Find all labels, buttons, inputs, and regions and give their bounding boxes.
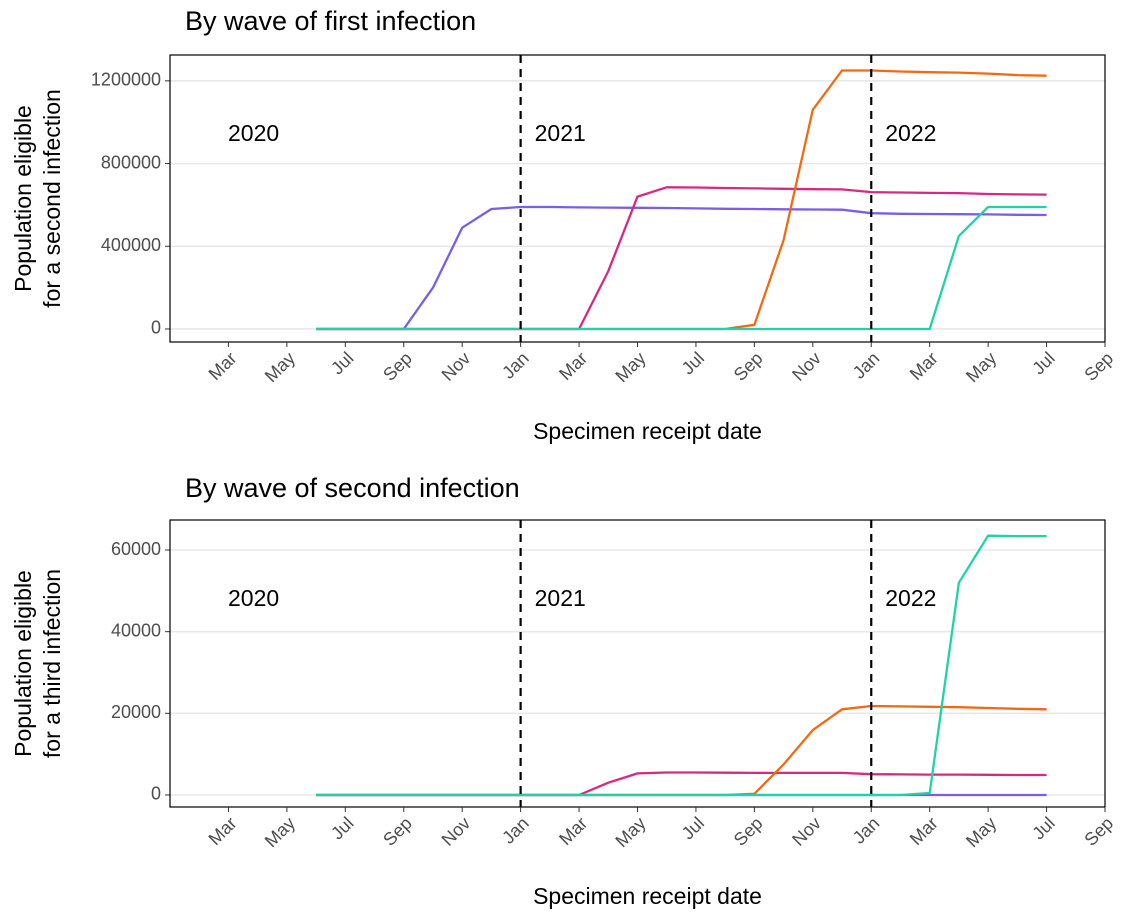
x-tick-label: Jul [678,348,708,378]
x-tick-label: Nov [788,348,825,385]
x-tick-label: May [611,348,649,386]
x-tick-label: Sep [1080,813,1117,850]
x-tick-label: Nov [788,813,825,850]
x-tick-label: Mar [205,813,241,849]
x-tick-label: Jul [1028,813,1058,843]
y-tick-label: 800000 [101,152,161,172]
x-tick-label: May [261,813,299,851]
x-tick-label: Mar [906,813,942,849]
year-annotation: 2022 [885,120,936,146]
series-line [316,205,1047,331]
year-annotation: 2022 [885,585,936,611]
x-tick-label: Mar [555,813,591,849]
x-tick-label: Sep [379,813,416,850]
series-line [316,69,1047,331]
x-tick-label: Jan [498,348,533,383]
x-axis-label: Specimen receipt date [533,418,762,444]
year-annotation: 2020 [228,120,279,146]
x-tick-label: Sep [730,348,767,385]
x-axis-label: Specimen receipt date [533,883,762,909]
y-axis-label: Population eligible [10,105,36,292]
x-tick-label: Mar [555,348,591,384]
series-line [316,205,1047,331]
x-tick-label: Jul [1028,348,1058,378]
x-tick-label: Sep [1080,348,1117,385]
y-tick-label: 1200000 [91,70,161,90]
x-tick-label: Jul [327,348,357,378]
year-annotation: 2021 [535,585,586,611]
x-tick-label: Mar [205,348,241,384]
series-line [316,534,1047,797]
x-tick-label: Nov [438,348,475,385]
year-annotation: 2020 [228,585,279,611]
x-tick-label: Jan [498,813,533,848]
panel-title: By wave of second infection [185,473,520,503]
y-axis-label: Population eligible [10,570,36,757]
x-tick-label: Sep [379,348,416,385]
x-tick-label: Jan [849,813,884,848]
y-tick-label: 20000 [111,702,161,722]
y-tick-label: 0 [151,318,161,338]
x-tick-label: May [962,348,1000,386]
y-tick-label: 400000 [101,235,161,255]
y-tick-label: 0 [151,784,161,804]
series-line [316,704,1047,797]
year-annotation: 2021 [535,120,586,146]
x-tick-label: Mar [906,348,942,384]
x-tick-label: Nov [438,813,475,850]
x-tick-label: May [611,813,649,851]
y-tick-label: 40000 [111,620,161,640]
y-axis-label: for a third infection [39,569,65,758]
x-tick-label: Jul [327,813,357,843]
x-tick-label: Sep [730,813,767,850]
x-tick-label: Jul [678,813,708,843]
plot-frame [169,519,1106,808]
y-axis-label: for a second infection [39,89,65,308]
series-line [316,771,1047,797]
x-tick-label: May [261,348,299,386]
x-tick-label: Jan [849,348,884,383]
y-tick-label: 60000 [111,539,161,559]
panel-title: By wave of first infection [185,6,476,36]
x-tick-label: May [962,813,1000,851]
